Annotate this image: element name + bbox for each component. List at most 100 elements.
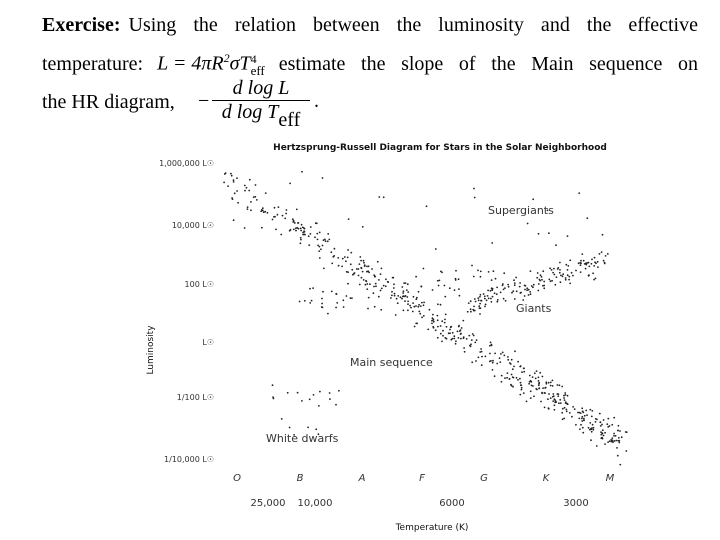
star-dot — [618, 441, 621, 444]
region-label: Giants — [516, 302, 552, 315]
star-dot — [443, 321, 446, 324]
star-dot — [510, 358, 513, 361]
star-dot — [590, 430, 593, 433]
star-dot — [413, 325, 416, 328]
temperature-label: 10,000 — [298, 498, 333, 509]
star-dot — [515, 276, 517, 279]
y-label: 1/10,000 L☉ — [164, 455, 214, 464]
star-dot — [477, 299, 480, 302]
star-dot — [577, 262, 580, 265]
star-dot — [600, 251, 603, 254]
star-dot — [457, 278, 460, 281]
star-dot — [360, 276, 363, 279]
star-dot — [517, 379, 519, 381]
star-dot — [620, 436, 623, 439]
star-dot — [559, 261, 561, 264]
spectral-class: A — [358, 473, 366, 484]
star-dot — [271, 384, 274, 387]
star-dot — [517, 360, 519, 363]
star-dot — [382, 284, 385, 287]
star-dot — [594, 421, 597, 423]
star-dot — [479, 295, 481, 298]
star-dot — [495, 293, 498, 296]
star-dot — [312, 287, 314, 289]
star-dot — [488, 360, 491, 363]
star-dot — [556, 384, 559, 386]
star-dot — [592, 426, 595, 429]
star-dot — [460, 327, 463, 329]
star-dot — [314, 222, 317, 225]
star-dot — [399, 296, 402, 299]
star-dot — [230, 174, 233, 177]
star-dot — [472, 334, 475, 337]
star-dot — [484, 297, 486, 300]
star-dot — [552, 400, 555, 402]
spectral-class: M — [606, 473, 615, 484]
star-dot — [444, 295, 447, 298]
star-dot — [619, 430, 621, 432]
star-dot — [361, 270, 364, 273]
temperature-label: 3000 — [563, 498, 588, 509]
star-dot — [404, 300, 406, 302]
spectral-class: B — [297, 473, 304, 484]
star-dot — [573, 408, 576, 410]
star-dot — [434, 329, 437, 332]
star-dot — [460, 337, 462, 340]
star-dot — [318, 250, 321, 253]
star-dot — [506, 376, 508, 379]
star-dot — [499, 291, 502, 294]
star-dot — [487, 289, 489, 292]
star-dot — [292, 221, 295, 223]
star-dot — [303, 299, 306, 302]
star-dot — [524, 284, 527, 287]
star-dot — [297, 227, 300, 230]
star-dot — [528, 382, 530, 385]
star-dot — [530, 285, 533, 287]
star-dot — [526, 287, 529, 290]
star-dot — [494, 277, 497, 280]
star-dot — [345, 260, 347, 263]
star-dot — [299, 242, 302, 245]
star-dot — [523, 370, 526, 373]
star-dot — [583, 263, 586, 265]
star-dot — [474, 341, 477, 344]
star-dot — [613, 434, 615, 437]
star-dot — [380, 287, 383, 290]
star-dot — [588, 265, 591, 268]
star-dot — [619, 463, 622, 466]
star-dot — [337, 264, 340, 267]
star-dot — [512, 290, 515, 293]
star-dot — [581, 407, 584, 410]
star-dot — [453, 337, 456, 340]
x-axis-title: Temperature (K) — [395, 523, 469, 533]
star-dot — [577, 411, 579, 414]
star-dot — [342, 306, 345, 308]
star-dot — [598, 412, 601, 415]
star-dot — [330, 290, 333, 293]
star-dot — [402, 309, 405, 312]
star-dot — [246, 208, 249, 211]
star-dot — [551, 379, 554, 382]
star-dot — [513, 279, 515, 282]
star-dot — [490, 301, 493, 303]
star-dot — [565, 408, 568, 411]
star-dot — [607, 426, 610, 428]
star-dot — [510, 373, 513, 376]
star-dot — [285, 209, 288, 211]
star-dot — [554, 401, 557, 404]
star-dot — [475, 339, 478, 341]
star-dot — [492, 359, 494, 362]
star-dot — [301, 170, 303, 173]
star-dot — [318, 257, 321, 259]
star-dot — [276, 213, 279, 216]
star-dot — [360, 266, 363, 269]
star-dot — [285, 212, 287, 215]
star-dot — [500, 353, 502, 355]
star-dot — [232, 181, 235, 183]
star-dot — [507, 283, 509, 286]
star-dot — [350, 251, 353, 254]
star-dot — [436, 336, 439, 339]
star-dot — [553, 404, 556, 407]
star-dot — [366, 283, 369, 285]
star-dot — [312, 394, 315, 396]
